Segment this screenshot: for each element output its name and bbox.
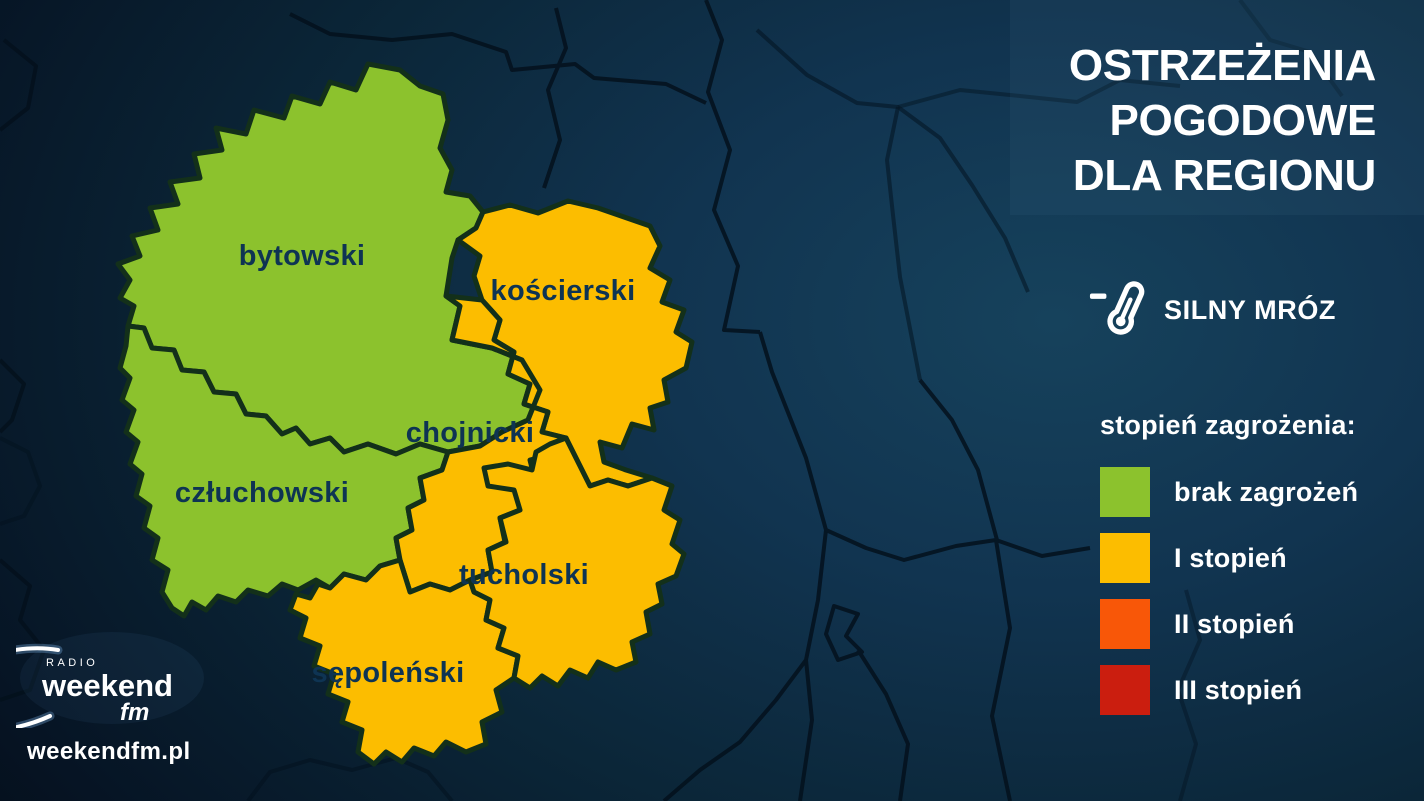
legend-item-no-threat: brak zagrożeń [1100, 467, 1358, 517]
legend-label: II stopień [1174, 608, 1295, 639]
legend-label: III stopień [1174, 674, 1303, 705]
legend-item-level-3: III stopień [1100, 665, 1358, 715]
region-label-koscierski: kościerski [491, 275, 636, 307]
no-threat-swatch [1100, 467, 1150, 517]
thermometer-minus-icon [1089, 281, 1145, 335]
region-label-chojnicki: chojnicki [406, 417, 534, 449]
legend-label: brak zagrożeń [1174, 476, 1359, 507]
logo-radio-text: RADIO [46, 657, 98, 669]
title-line-2: POGODOWE [1109, 96, 1377, 145]
map-region-labels: bytowski człuchowski kościerski chojnick… [175, 240, 636, 689]
level-1-swatch [1100, 533, 1150, 583]
level-3-swatch [1100, 665, 1150, 715]
legend-item-level-2: II stopień [1100, 599, 1358, 649]
logo-weekend-text: weekend [41, 668, 173, 703]
legend-title: stopień zagrożenia: [1100, 410, 1356, 440]
region-label-bytowski: bytowski [239, 240, 366, 272]
website-url: weekendfm.pl [27, 738, 191, 765]
warning-type-row: SILNY MRÓZ [1088, 278, 1336, 342]
map-regions [115, 61, 695, 767]
logo-fm-text: fm [120, 699, 149, 726]
legend-label: I stopień [1174, 542, 1287, 573]
legend-item-level-1: I stopień [1100, 533, 1358, 583]
region-tucholski [467, 435, 687, 691]
legend: stopień zagrożenia: brak zagrożeń I stop… [1100, 410, 1358, 731]
page-title: OSTRZEŻENIA POGODOWE DLA REGIONU [1069, 38, 1376, 203]
background-county-outlines [0, 0, 1091, 801]
title-line-1: OSTRZEŻENIA [1068, 41, 1376, 90]
warning-label: SILNY MRÓZ [1164, 294, 1337, 325]
region-label-sepolenski: sępoleński [312, 657, 465, 689]
region-label-tucholski: tucholski [459, 559, 589, 591]
title-backdrop-glow [1010, 0, 1424, 215]
level-2-swatch [1100, 599, 1150, 649]
region-sepolenski [287, 557, 521, 767]
title-line-3: DLA REGIONU [1072, 151, 1376, 200]
radio-weekend-fm-logo: RADIO weekend fm [16, 632, 204, 728]
region-label-czluchowski: człuchowski [175, 477, 349, 509]
